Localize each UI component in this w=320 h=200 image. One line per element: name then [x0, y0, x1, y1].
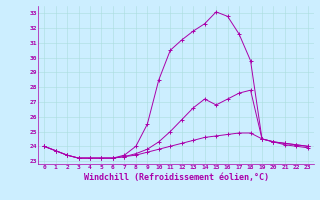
X-axis label: Windchill (Refroidissement éolien,°C): Windchill (Refroidissement éolien,°C) — [84, 173, 268, 182]
